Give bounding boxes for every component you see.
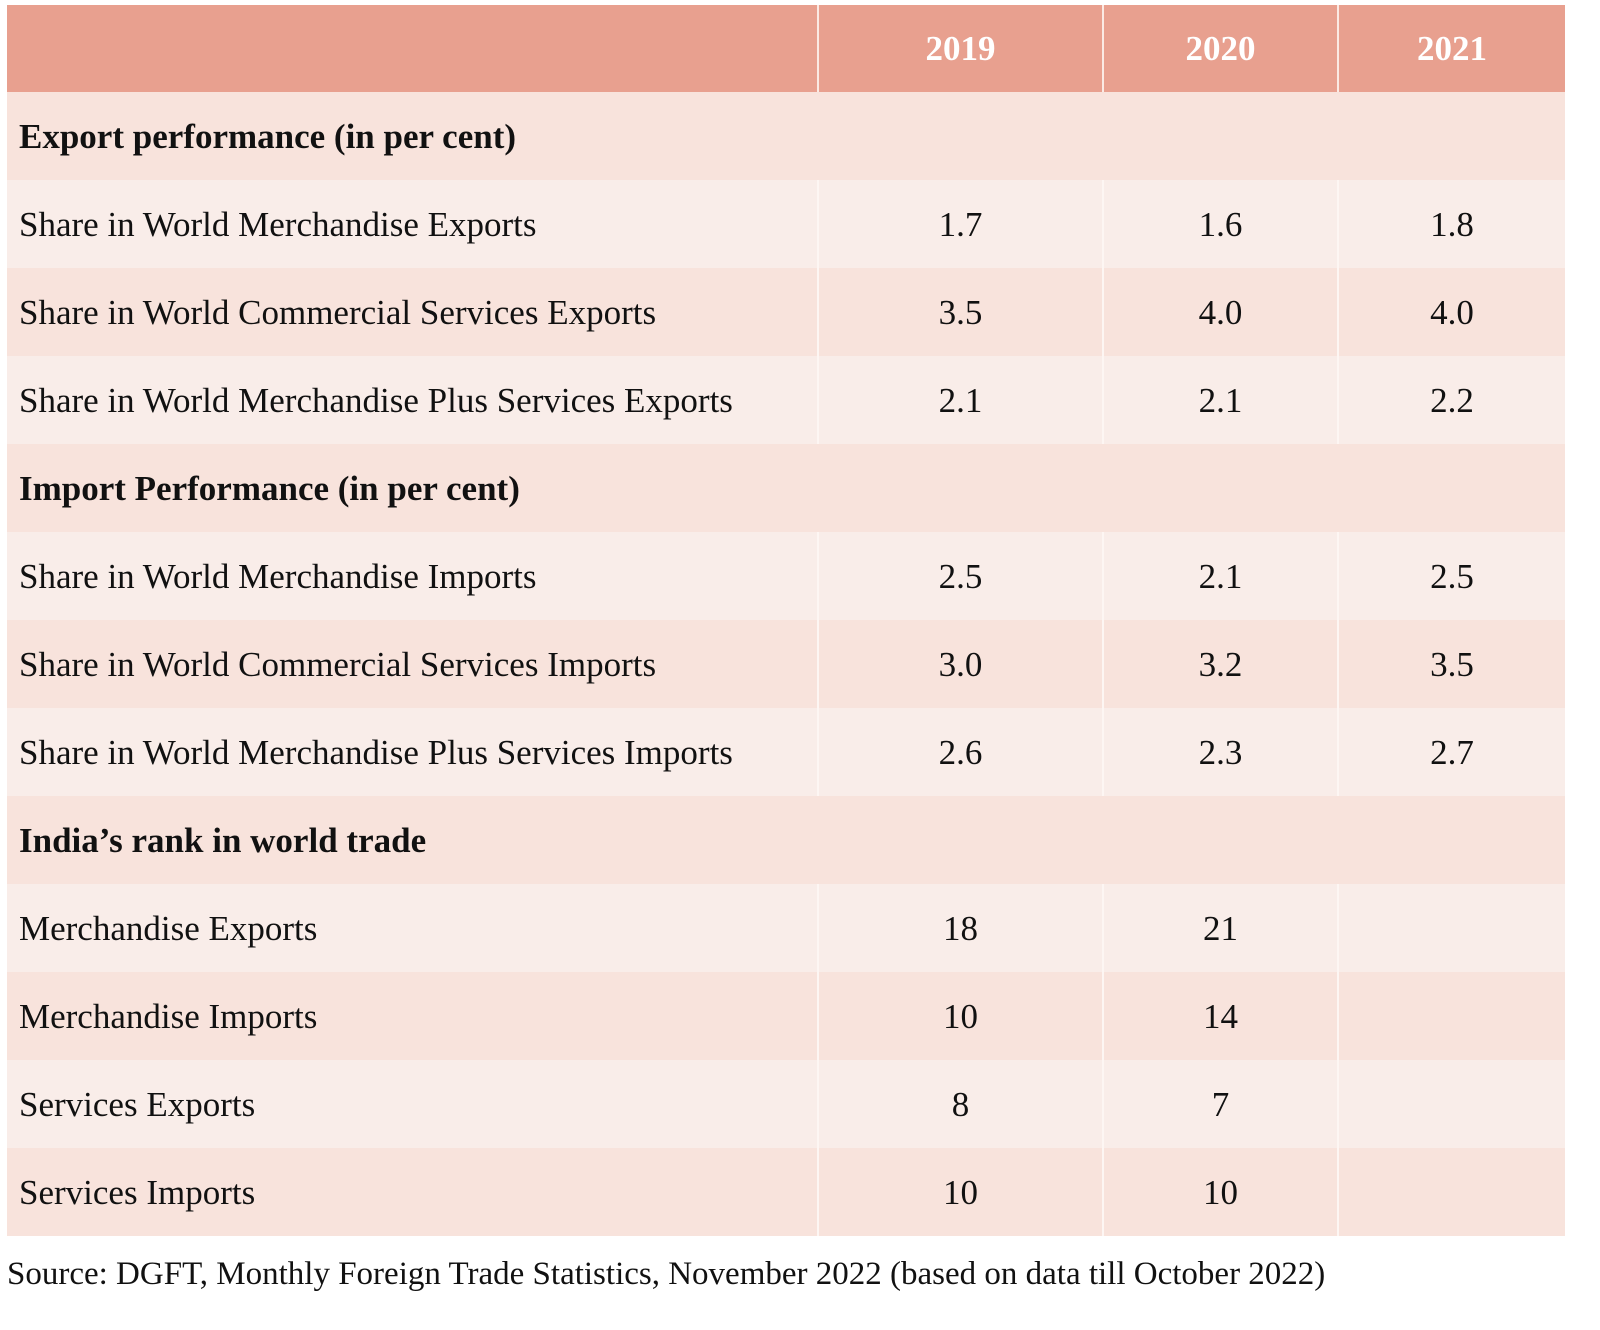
value-2020: 1.6 (1102, 180, 1338, 268)
table-row: Share in World Commercial Services Impor… (7, 620, 1565, 708)
section-title: Export performance (in per cent) (7, 92, 1565, 180)
value-2020: 2.1 (1102, 356, 1338, 444)
value-2019: 3.5 (817, 268, 1103, 356)
section-title: Import Performance (in per cent) (7, 444, 1565, 532)
value-2021: 4.0 (1337, 268, 1565, 356)
value-2021: 3.5 (1337, 620, 1565, 708)
table-row: Share in World Commercial Services Expor… (7, 268, 1565, 356)
row-label: Share in World Commercial Services Impor… (7, 620, 818, 708)
value-2021: 2.5 (1337, 532, 1565, 620)
value-2020: 4.0 (1102, 268, 1338, 356)
value-2019: 2.6 (817, 708, 1103, 796)
row-label: Merchandise Imports (7, 972, 818, 1060)
header-cell-label (7, 5, 818, 92)
table-row: Merchandise Exports 18 21 (7, 884, 1565, 972)
section-header-export-performance: Export performance (in per cent) (7, 92, 1565, 180)
value-2020: 21 (1102, 884, 1338, 972)
value-2020: 10 (1102, 1148, 1338, 1236)
header-cell-2019: 2019 (817, 5, 1103, 92)
value-2020: 2.1 (1102, 532, 1338, 620)
header-cell-2020: 2020 (1102, 5, 1338, 92)
trade-performance-table: 2019 2020 2021 Export performance (in pe… (7, 5, 1565, 1236)
value-2021: 2.2 (1337, 356, 1565, 444)
value-2019: 18 (817, 884, 1103, 972)
header-cell-2021: 2021 (1337, 5, 1565, 92)
value-2020: 14 (1102, 972, 1338, 1060)
table-header-row: 2019 2020 2021 (7, 5, 1565, 92)
value-2021 (1337, 972, 1565, 1060)
value-2019: 10 (817, 972, 1103, 1060)
value-2021 (1337, 884, 1565, 972)
row-label: Services Exports (7, 1060, 818, 1148)
source-note: Source: DGFT, Monthly Foreign Trade Stat… (7, 1256, 1326, 1292)
section-header-india-rank: India’s rank in world trade (7, 796, 1565, 884)
row-label: Merchandise Exports (7, 884, 818, 972)
value-2020: 7 (1102, 1060, 1338, 1148)
section-title: India’s rank in world trade (7, 796, 1565, 884)
row-label: Share in World Merchandise Exports (7, 180, 818, 268)
value-2019: 3.0 (817, 620, 1103, 708)
table-row: Share in World Merchandise Imports 2.5 2… (7, 532, 1565, 620)
row-label: Share in World Merchandise Plus Services… (7, 356, 818, 444)
table-row: Share in World Merchandise Plus Services… (7, 708, 1565, 796)
value-2019: 1.7 (817, 180, 1103, 268)
value-2019: 8 (817, 1060, 1103, 1148)
row-label: Share in World Merchandise Plus Services… (7, 708, 818, 796)
row-label: Share in World Commercial Services Expor… (7, 268, 818, 356)
value-2019: 2.5 (817, 532, 1103, 620)
row-label: Services Imports (7, 1148, 818, 1236)
value-2021 (1337, 1060, 1565, 1148)
value-2021 (1337, 1148, 1565, 1236)
table-row: Merchandise Imports 10 14 (7, 972, 1565, 1060)
table-row: Services Exports 8 7 (7, 1060, 1565, 1148)
value-2019: 10 (817, 1148, 1103, 1236)
row-label: Share in World Merchandise Imports (7, 532, 818, 620)
table-row: Share in World Merchandise Plus Services… (7, 356, 1565, 444)
table-row: Share in World Merchandise Exports 1.7 1… (7, 180, 1565, 268)
value-2020: 3.2 (1102, 620, 1338, 708)
table-row: Services Imports 10 10 (7, 1148, 1565, 1236)
section-header-import-performance: Import Performance (in per cent) (7, 444, 1565, 532)
value-2020: 2.3 (1102, 708, 1338, 796)
value-2019: 2.1 (817, 356, 1103, 444)
value-2021: 2.7 (1337, 708, 1565, 796)
value-2021: 1.8 (1337, 180, 1565, 268)
